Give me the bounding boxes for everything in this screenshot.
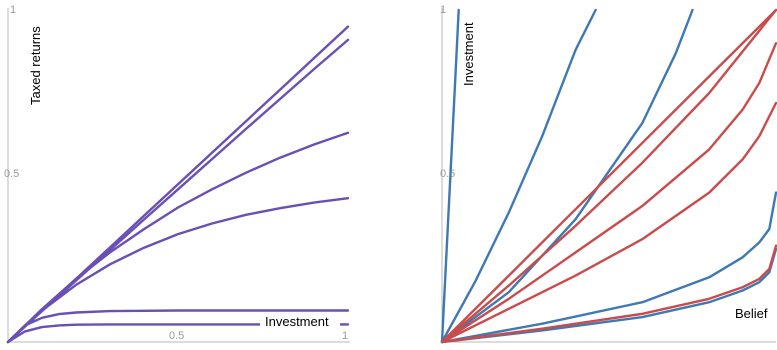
x-axis-label-bg <box>260 313 340 331</box>
series-line-2 <box>440 8 597 344</box>
series-line-3 <box>6 131 350 344</box>
left-chart: 1 0.5 0.5 1 Taxed returns Investment <box>4 4 350 344</box>
series-line-4 <box>440 191 777 344</box>
series-line-3 <box>440 8 694 344</box>
x-axis-label-bg <box>730 303 772 323</box>
right-chart: 1 0.5 Investment Belief <box>440 4 777 344</box>
x-axis-label: Belief <box>735 306 768 321</box>
y-axis-label: Investment <box>461 22 476 86</box>
series-line-4 <box>6 197 350 344</box>
y-tick-label: 0.5 <box>4 168 19 180</box>
series-line-5 <box>440 247 777 344</box>
series-line-8 <box>440 42 777 344</box>
y-tick-label: 1 <box>10 4 16 16</box>
y-axis-label: Taxed returns <box>28 26 43 105</box>
series-layer <box>440 8 777 344</box>
y-tick-label: 1 <box>440 4 446 16</box>
tick-layer: 1 0.5 0.5 1 <box>4 4 348 342</box>
series-line-6 <box>6 323 350 344</box>
series-line-1 <box>440 8 460 344</box>
series-line-9 <box>440 101 777 344</box>
series-layer <box>6 25 350 344</box>
series-line-5 <box>6 309 350 344</box>
series-line-7 <box>440 8 777 344</box>
x-axis-label: Investment <box>265 314 329 329</box>
x-tick-label: 0.5 <box>169 330 184 342</box>
x-tick-label: 1 <box>342 330 348 342</box>
y-tick-label: 0.5 <box>440 168 455 180</box>
series-line-2 <box>6 38 350 344</box>
series-line-10 <box>440 244 777 344</box>
series-line-6 <box>440 8 777 344</box>
